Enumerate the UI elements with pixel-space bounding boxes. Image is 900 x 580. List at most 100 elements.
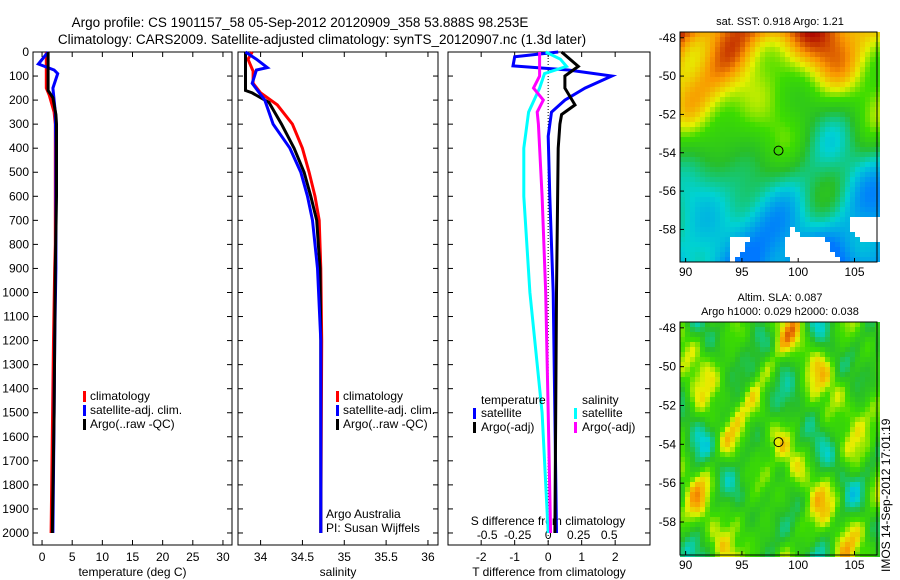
map-cell [870, 392, 875, 397]
map-cell [800, 187, 805, 192]
map-cell [710, 417, 715, 422]
map-cell [750, 517, 755, 522]
map-cell [840, 47, 845, 52]
map-cell [865, 342, 870, 347]
map-cell [790, 417, 795, 422]
map-cell [720, 412, 725, 417]
map-cell [695, 47, 700, 52]
map-cell [785, 217, 790, 222]
map-cell [800, 227, 805, 232]
map-cell [680, 152, 685, 157]
map-cell [870, 167, 875, 172]
map-cell [690, 532, 695, 537]
map-cell [835, 242, 840, 247]
map-cell [805, 72, 810, 77]
map-cell [765, 117, 770, 122]
argo-location-marker [773, 437, 784, 448]
map-cell [745, 172, 750, 177]
map-cell [810, 97, 815, 102]
map-cell [825, 327, 830, 332]
map-cell [730, 457, 735, 462]
map-cell [850, 322, 855, 327]
map-cell [705, 97, 710, 102]
map-cell [690, 437, 695, 442]
map-cell [850, 257, 855, 262]
map-cell [690, 192, 695, 197]
map-cell [815, 207, 820, 212]
map-cell [830, 187, 835, 192]
map-cell [870, 177, 875, 182]
map-cell [855, 457, 860, 462]
map-cell [810, 337, 815, 342]
map-cell [730, 397, 735, 402]
map-cell [695, 482, 700, 487]
map-cell [730, 522, 735, 527]
map-cell [680, 407, 685, 412]
map-cell [685, 422, 690, 427]
map-cell [680, 372, 685, 377]
map-cell [800, 327, 805, 332]
map-cell [730, 177, 735, 182]
map-cell [705, 42, 710, 47]
map-cell [760, 337, 765, 342]
map-cell [840, 387, 845, 392]
map-cell [815, 212, 820, 217]
map-cell [855, 467, 860, 472]
map-cell [700, 142, 705, 147]
map-cell [730, 357, 735, 362]
map-cell [825, 147, 830, 152]
map-cell [710, 62, 715, 67]
map-cell [830, 182, 835, 187]
map-cell [830, 122, 835, 127]
map-cell [780, 52, 785, 57]
map-cell [735, 337, 740, 342]
map-cell [780, 117, 785, 122]
map-cell [725, 92, 730, 97]
map-cell [775, 397, 780, 402]
legend-label: Argo(..raw -QC) [343, 417, 428, 431]
map-cell [830, 427, 835, 432]
map-cell [840, 477, 845, 482]
map-cell [800, 97, 805, 102]
map-cell [730, 492, 735, 497]
map-cell [800, 447, 805, 452]
map-cell [685, 337, 690, 342]
map-cell [685, 97, 690, 102]
lat-tick-label: -54 [659, 437, 677, 451]
map-cell [865, 472, 870, 477]
map-cell [855, 207, 860, 212]
map-cell [745, 467, 750, 472]
map-cell [825, 222, 830, 227]
map-cell [855, 397, 860, 402]
map-cell [750, 522, 755, 527]
map-cell [720, 212, 725, 217]
map-cell [815, 97, 820, 102]
map-cell [735, 502, 740, 507]
map-cell [840, 92, 845, 97]
map-cell [790, 422, 795, 427]
map-cell [865, 397, 870, 402]
map-cell [805, 177, 810, 182]
map-cell [805, 107, 810, 112]
map-cell [865, 322, 870, 327]
map-cell [860, 32, 865, 37]
map-cell [850, 212, 855, 217]
map-cell [745, 422, 750, 427]
map-cell [815, 522, 820, 527]
map-cell [725, 172, 730, 177]
map-cell [835, 122, 840, 127]
map-cell [765, 347, 770, 352]
map-cell [825, 347, 830, 352]
map-cell [740, 407, 745, 412]
map-cell [785, 212, 790, 217]
map-cell [845, 137, 850, 142]
map-cell [845, 62, 850, 67]
map-cell [720, 187, 725, 192]
s-tick-label: 0.5 [601, 528, 618, 542]
map-cell [855, 537, 860, 542]
map-cell [775, 372, 780, 377]
map-cell [870, 192, 875, 197]
map-cell [835, 432, 840, 437]
map-cell [710, 252, 715, 257]
